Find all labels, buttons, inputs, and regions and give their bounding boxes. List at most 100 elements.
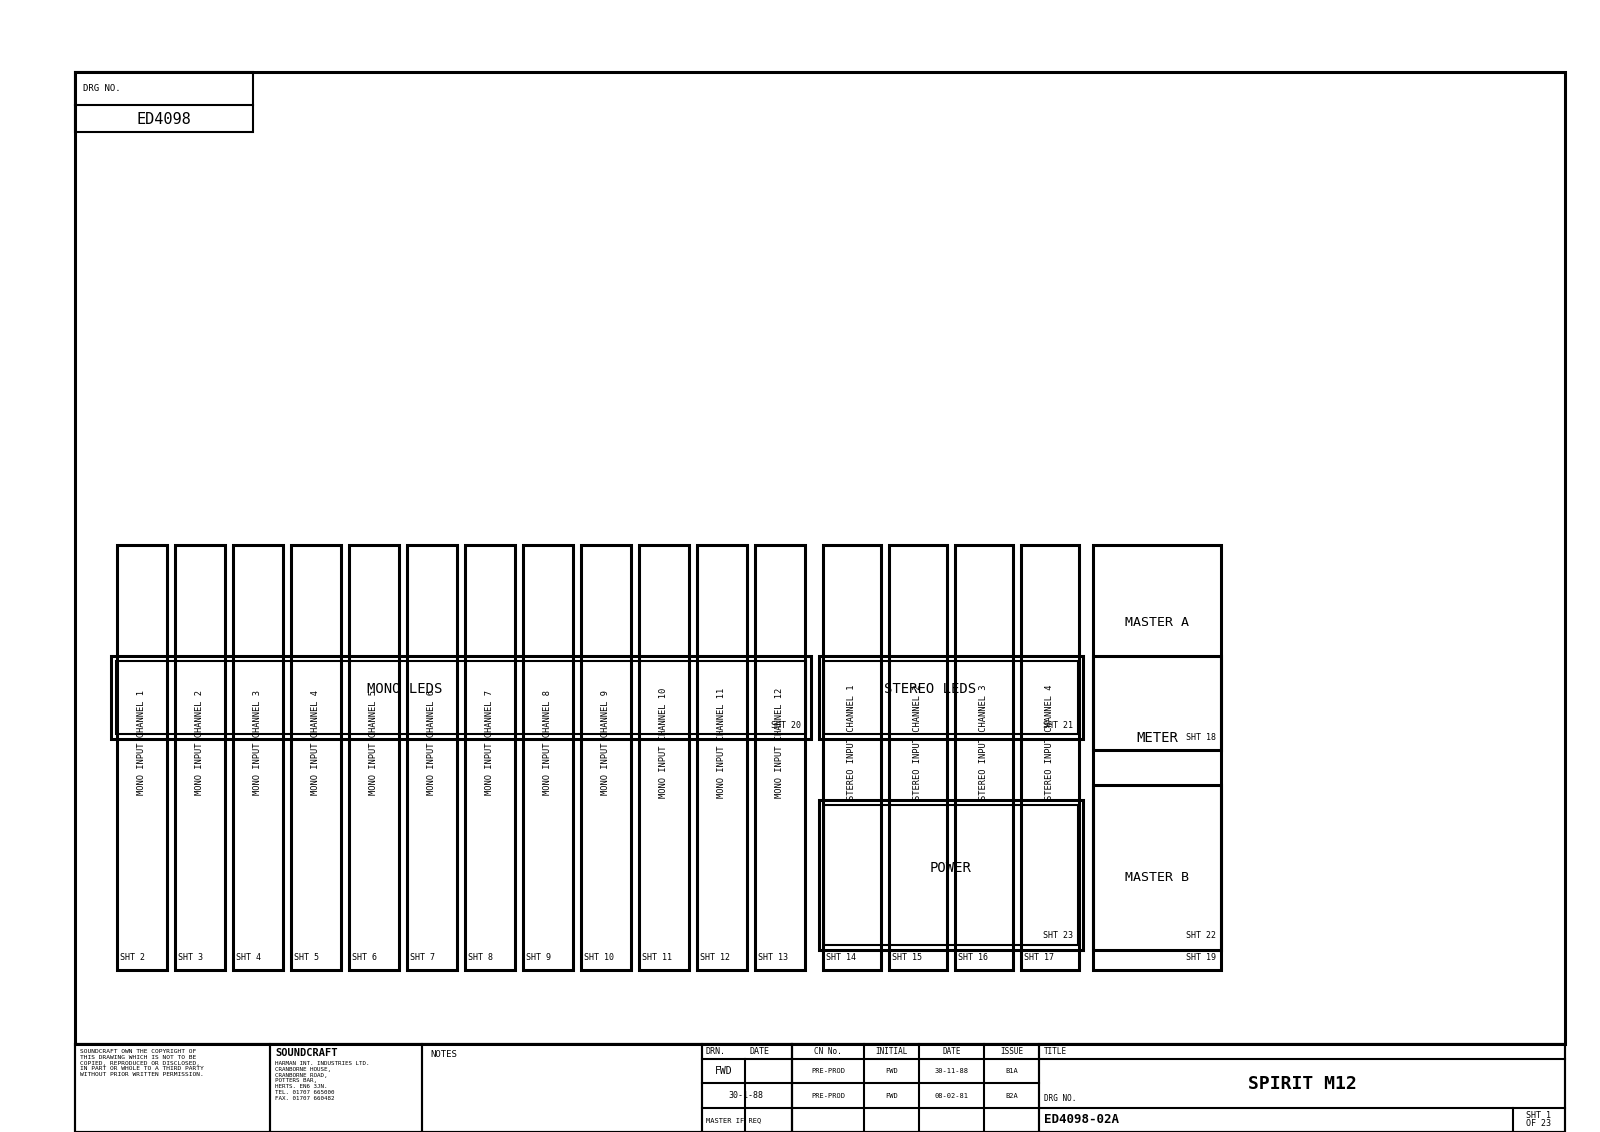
Bar (822, 544, 882, 970)
Text: SOUNDCRAFT OWN THE COPYRIGHT OF
THIS DRAWING WHICH IS NOT TO BE
COPIED, REPRODUC: SOUNDCRAFT OWN THE COPYRIGHT OF THIS DRA… (80, 1049, 203, 1078)
Text: SHT 11: SHT 11 (642, 952, 672, 961)
Text: FWD: FWD (885, 1069, 898, 1074)
Text: MONO INPUT CHANNEL 2: MONO INPUT CHANNEL 2 (195, 691, 205, 795)
Text: SHT 17: SHT 17 (1024, 952, 1054, 961)
Bar (523, 544, 573, 970)
Text: MONO INPUT CHANNEL 7: MONO INPUT CHANNEL 7 (485, 691, 494, 795)
Text: SHT 20: SHT 20 (771, 720, 802, 729)
Text: MONO INPUT CHANNEL 3: MONO INPUT CHANNEL 3 (253, 691, 262, 795)
Text: STEREO INPUT CHANNEL 1: STEREO INPUT CHANNEL 1 (848, 685, 856, 800)
Text: SHT 7: SHT 7 (410, 952, 435, 961)
Text: 30-1-88: 30-1-88 (728, 1091, 763, 1100)
Text: MONO INPUT CHANNEL 4: MONO INPUT CHANNEL 4 (312, 691, 320, 795)
Bar (174, 544, 226, 970)
Bar (291, 544, 341, 970)
Text: PRE-PROD: PRE-PROD (811, 1069, 845, 1074)
Text: FWD: FWD (715, 1066, 733, 1077)
Text: SHT 14: SHT 14 (826, 952, 856, 961)
Text: MONO INPUT CHANNEL 8: MONO INPUT CHANNEL 8 (544, 691, 552, 795)
Text: MONO LEDS: MONO LEDS (368, 683, 443, 696)
Bar (115, 661, 806, 734)
Bar (110, 657, 811, 739)
Text: MONO INPUT CHANNEL 5: MONO INPUT CHANNEL 5 (370, 691, 379, 795)
Text: SHT 1: SHT 1 (1526, 1112, 1552, 1121)
Text: STEREO INPUT CHANNEL 2: STEREO INPUT CHANNEL 2 (914, 685, 923, 800)
Text: DRG NO.: DRG NO. (1043, 1095, 1077, 1104)
Text: STEREO INPUT CHANNEL 3: STEREO INPUT CHANNEL 3 (979, 685, 989, 800)
Bar (890, 544, 947, 970)
Text: CN No.: CN No. (814, 1047, 842, 1056)
Bar (824, 661, 1078, 734)
Text: SHT 15: SHT 15 (893, 952, 922, 961)
Bar (422, 1044, 702, 1132)
Text: SOUNDCRAFT: SOUNDCRAFT (275, 1048, 338, 1058)
Bar (75, 72, 1565, 1044)
Text: MASTER B: MASTER B (1125, 871, 1189, 884)
Text: 30-11-88: 30-11-88 (934, 1069, 968, 1074)
Bar (1038, 1044, 1565, 1132)
Text: MONO INPUT CHANNEL 12: MONO INPUT CHANNEL 12 (776, 687, 784, 798)
Bar (698, 544, 747, 970)
Text: METER: METER (1136, 731, 1178, 745)
Text: INITIAL: INITIAL (875, 1047, 907, 1056)
Text: ED4098: ED4098 (136, 112, 192, 128)
Text: STEREO LEDS: STEREO LEDS (883, 683, 976, 696)
Text: OF 23: OF 23 (1526, 1120, 1552, 1129)
Bar (75, 72, 253, 132)
Bar (1093, 544, 1221, 751)
Text: SHT 18: SHT 18 (1186, 732, 1216, 741)
Text: SHT 19: SHT 19 (1186, 952, 1216, 961)
Text: SHT 5: SHT 5 (294, 952, 318, 961)
Text: B1A: B1A (1005, 1069, 1018, 1074)
Text: SHT 4: SHT 4 (237, 952, 261, 961)
Bar (349, 544, 398, 970)
Text: MONO INPUT CHANNEL 6: MONO INPUT CHANNEL 6 (427, 691, 437, 795)
Bar (234, 544, 283, 970)
Text: NOTES: NOTES (430, 1050, 458, 1060)
Text: DATE: DATE (942, 1047, 960, 1056)
Text: DATE: DATE (749, 1047, 770, 1056)
Text: PRE-PROD: PRE-PROD (811, 1092, 845, 1098)
Text: SHT 13: SHT 13 (758, 952, 787, 961)
Text: SHT 22: SHT 22 (1186, 932, 1216, 941)
Text: MONO INPUT CHANNEL 1: MONO INPUT CHANNEL 1 (138, 691, 147, 795)
Text: SHT 16: SHT 16 (958, 952, 989, 961)
Text: SHT 2: SHT 2 (120, 952, 146, 961)
Text: SHT 23: SHT 23 (1043, 932, 1074, 941)
Text: MASTER IF REQ: MASTER IF REQ (706, 1117, 762, 1123)
Text: MONO INPUT CHANNEL 9: MONO INPUT CHANNEL 9 (602, 691, 611, 795)
Text: MASTER A: MASTER A (1125, 617, 1189, 629)
Text: SHT 9: SHT 9 (526, 952, 550, 961)
Bar (75, 1044, 1565, 1132)
Text: TITLE: TITLE (1043, 1047, 1067, 1056)
Text: POWER: POWER (930, 860, 971, 875)
Text: B2A: B2A (1005, 1092, 1018, 1098)
Text: HARMAN INT. INDUSTRIES LTD.
CRANBORNE HOUSE,
CRANBORNE ROAD,
POTTERS BAR,
HERTS.: HARMAN INT. INDUSTRIES LTD. CRANBORNE HO… (275, 1061, 370, 1100)
Text: MONO INPUT CHANNEL 10: MONO INPUT CHANNEL 10 (659, 687, 669, 798)
Text: SHT 21: SHT 21 (1043, 720, 1074, 729)
Bar (819, 657, 1083, 739)
Bar (406, 544, 458, 970)
Text: SHT 3: SHT 3 (178, 952, 203, 961)
Bar (270, 1044, 422, 1132)
Bar (75, 1044, 270, 1132)
Text: SHT 10: SHT 10 (584, 952, 614, 961)
Text: SPIRIT M12: SPIRIT M12 (1248, 1074, 1357, 1092)
Text: FWD: FWD (885, 1092, 898, 1098)
Text: ISSUE: ISSUE (1000, 1047, 1022, 1056)
Text: DRN.: DRN. (706, 1047, 726, 1056)
Bar (581, 544, 630, 970)
Text: 08-02-81: 08-02-81 (934, 1092, 968, 1098)
Bar (117, 544, 166, 970)
Text: SHT 8: SHT 8 (467, 952, 493, 961)
Bar (638, 544, 690, 970)
Bar (466, 544, 515, 970)
Bar (755, 544, 805, 970)
Bar (1093, 784, 1221, 970)
Text: MONO INPUT CHANNEL 11: MONO INPUT CHANNEL 11 (717, 687, 726, 798)
Text: SHT 6: SHT 6 (352, 952, 378, 961)
Bar (1093, 657, 1221, 950)
Bar (792, 1044, 1038, 1132)
Bar (702, 1044, 792, 1132)
Bar (955, 544, 1013, 970)
